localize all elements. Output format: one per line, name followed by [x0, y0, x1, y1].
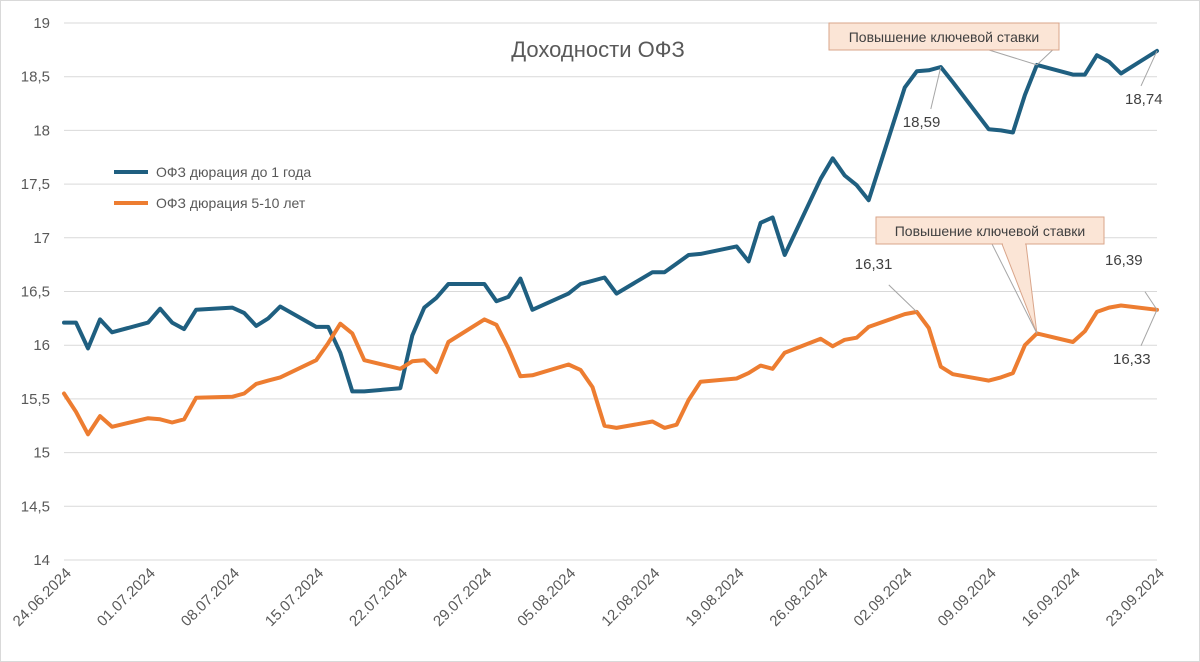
x-tick-label: 24.06.2024 — [10, 565, 75, 630]
legend-label-2: ОФЗ дюрация 5-10 лет — [156, 195, 306, 211]
axes: 14 14,5 15 15,5 16 16,5 17 17,5 18 18,5 19 24.06.20… — [10, 15, 1168, 630]
data-label: 16,31 — [855, 256, 893, 273]
x-tick-label: 19.08.2024 — [682, 565, 747, 630]
x-tick-label: 29.07.2024 — [430, 565, 495, 630]
gridlines — [64, 22, 1157, 561]
x-tick-label: 09.09.2024 — [935, 565, 1000, 630]
data-label: 18,59 — [903, 114, 941, 131]
data-label: 18,74 — [1125, 91, 1163, 108]
callout-box — [828, 22, 1060, 51]
data-labels: 18,59 18,74 16,31 16,39 16,33 Повышение ключе… — [828, 22, 1163, 368]
callout-leader — [991, 243, 1038, 334]
x-tick-label: 08.07.2024 — [178, 565, 243, 630]
series-line-2 — [62, 303, 1159, 437]
x-tick-label: 15.07.2024 — [262, 565, 327, 630]
legend-label-1: ОФЗ дюрация до 1 года — [156, 164, 311, 180]
y-tick-label: 16,5 — [21, 284, 50, 301]
data-label-leader — [1140, 309, 1158, 346]
chart-title: Доходности ОФЗ — [511, 37, 684, 62]
y-tick-label: 19 — [33, 15, 50, 32]
data-label: 16,39 — [1105, 252, 1143, 269]
callout-label: Повышение ключевой ставки — [849, 29, 1040, 45]
y-tick-label: 14 — [33, 552, 50, 569]
x-tick-label: 02.09.2024 — [850, 565, 915, 630]
y-tick-label: 17 — [33, 230, 50, 247]
callout-pointer — [1001, 243, 1038, 334]
x-tick-label: 23.09.2024 — [1103, 565, 1168, 630]
y-tick-label: 18 — [33, 122, 50, 139]
x-tick-label: 01.07.2024 — [94, 565, 159, 630]
data-label-leader — [930, 66, 942, 110]
x-tick-label: 22.07.2024 — [346, 565, 411, 630]
legend: ОФЗ дюрация до 1 года ОФЗ дюрация 5-10 ле… — [114, 164, 311, 211]
data-label-leader — [1140, 50, 1158, 87]
x-tick-label: 16.09.2024 — [1019, 565, 1084, 630]
y-tick-label: 15,5 — [21, 391, 50, 408]
callout-leader — [988, 49, 1038, 66]
data-label: 16,33 — [1113, 351, 1151, 368]
x-tick-label: 05.08.2024 — [514, 565, 579, 630]
y-tick-label: 17,5 — [21, 176, 50, 193]
series-lines — [62, 48, 1159, 437]
callout-label: Повышение ключевой ставки — [895, 223, 1086, 239]
y-tick-label: 18,5 — [21, 69, 50, 86]
y-tick-label: 16 — [33, 337, 50, 354]
series-line-1 — [62, 48, 1159, 394]
x-tick-label: 26.08.2024 — [766, 565, 831, 630]
data-label-leader — [1144, 291, 1158, 311]
y-tick-label: 15 — [33, 445, 50, 462]
x-tick-label: 12.08.2024 — [598, 565, 663, 630]
callout-box — [875, 216, 1105, 245]
data-label-leader — [888, 284, 918, 313]
y-tick-label: 14,5 — [21, 498, 50, 515]
